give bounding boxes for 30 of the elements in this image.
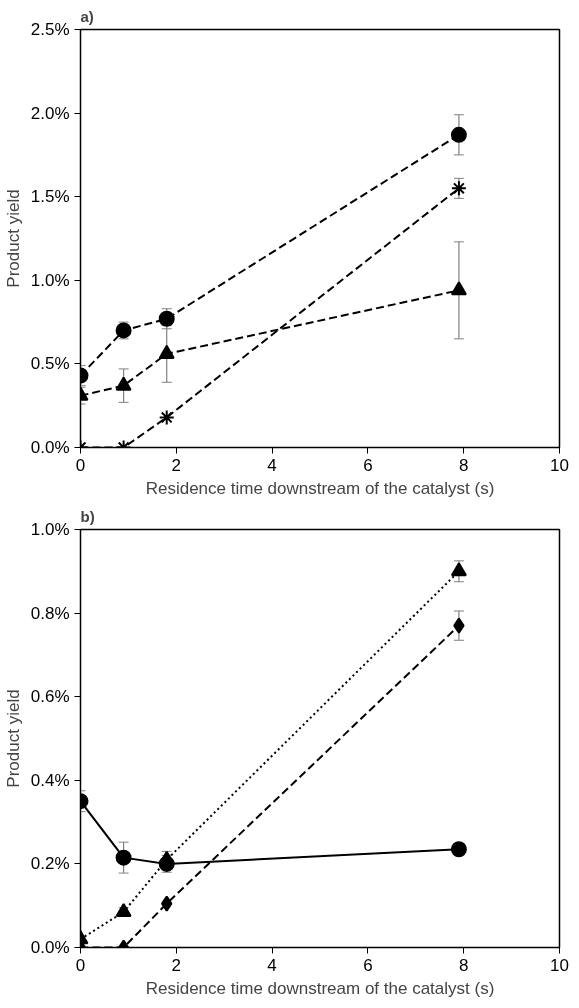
x-tick-label: 6 xyxy=(363,955,373,975)
y-tick-label: 0.2% xyxy=(30,854,70,874)
y-tick-label: 2.5% xyxy=(30,20,70,39)
x-tick-label: 10 xyxy=(550,955,569,975)
x-tick-label: 8 xyxy=(458,455,469,475)
chart-title: b) xyxy=(80,507,95,525)
x-tick-label: 8 xyxy=(458,955,469,975)
x-tick-label: 2 xyxy=(171,955,182,975)
y-tick-label: 0.0% xyxy=(30,938,70,957)
x-axis-title: Residence time downstream of the catalyst (s) xyxy=(145,978,495,998)
y-tick-label: 0.0% xyxy=(30,438,70,457)
y-tick-label: 1.0% xyxy=(30,270,70,290)
x-tick-label: 4 xyxy=(267,955,277,975)
y-axis-title: Product yield xyxy=(3,689,23,788)
y-tick-label: 0.6% xyxy=(30,687,70,707)
x-tick-label: 4 xyxy=(267,455,277,475)
x-tick-label: 2 xyxy=(171,455,182,475)
x-tick-label: 6 xyxy=(363,455,373,475)
y-axis-title: Product yield xyxy=(3,189,23,288)
y-tick-label: 0.5% xyxy=(30,354,70,374)
y-tick-label: 1.5% xyxy=(30,187,70,207)
x-tick-label: 0 xyxy=(75,455,86,475)
x-tick-label: 0 xyxy=(75,955,86,975)
y-tick-label: 0.4% xyxy=(30,770,70,790)
x-axis-title: Residence time downstream of the catalyst (s) xyxy=(145,478,495,498)
y-tick-label: 2.0% xyxy=(30,103,70,123)
y-tick-label: 0.8% xyxy=(30,603,70,623)
x-tick-label: 10 xyxy=(550,455,569,475)
chart-title: a) xyxy=(80,7,94,25)
y-tick-label: 1.0% xyxy=(30,520,70,539)
